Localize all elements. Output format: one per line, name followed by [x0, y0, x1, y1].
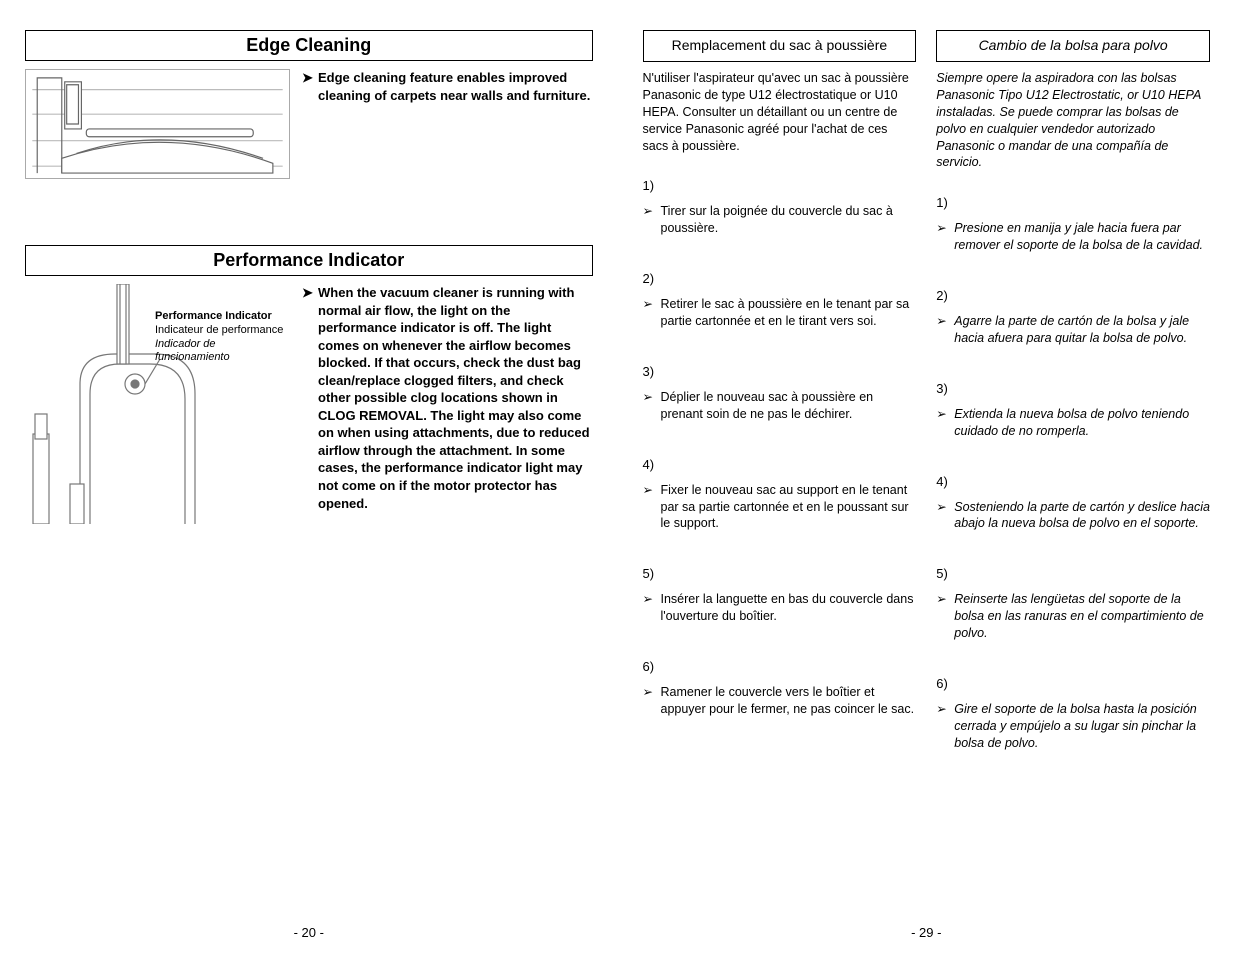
- performance-title-box: Performance Indicator: [25, 245, 593, 276]
- right-columns: Remplacement du sac à poussière N'utilis…: [643, 30, 1211, 934]
- step-arrow-icon: ➢: [643, 296, 655, 330]
- step-item: ➢Gire el soporte de la bolsa hasta la po…: [936, 701, 1210, 752]
- step-item: ➢Insérer la languette en bas du couvercl…: [643, 591, 917, 625]
- step-text: Reinserte las lengüetas del soporte de l…: [954, 591, 1210, 642]
- edge-cleaning-illustration: [25, 69, 290, 179]
- step-text: Insérer la languette en bas du couvercle…: [661, 591, 917, 625]
- edge-cleaning-body: Edge cleaning feature enables improved c…: [318, 69, 593, 104]
- performance-text: ➤ When the vacuum cleaner is running wit…: [302, 284, 593, 524]
- step-text: Presione en manija y jale hacia fuera pa…: [954, 220, 1210, 254]
- right-page: Remplacement du sac à poussière N'utilis…: [618, 0, 1235, 954]
- french-column: Remplacement du sac à poussière N'utilis…: [643, 30, 917, 934]
- step-item: ➢Sosteniendo la parte de cartón y deslic…: [936, 499, 1210, 533]
- step-number: 4): [936, 474, 1210, 489]
- performance-indicator-label: Performance Indicator Indicateur de perf…: [155, 310, 290, 365]
- step-arrow-icon: ➢: [936, 220, 948, 254]
- performance-title: Performance Indicator: [213, 250, 404, 270]
- spanish-column: Cambio de la bolsa para polvo Siempre op…: [936, 30, 1210, 934]
- step-arrow-icon: ➢: [643, 389, 655, 423]
- edge-cleaning-row: ➤ Edge cleaning feature enables improved…: [25, 69, 593, 179]
- step-item: ➢Reinserte las lengüetas del soporte de …: [936, 591, 1210, 642]
- bullet-arrow-icon: ➤: [302, 284, 314, 512]
- step-arrow-icon: ➢: [643, 684, 655, 718]
- page-number-right: - 29 -: [618, 925, 1235, 940]
- step-item: ➢Fixer le nouveau sac au support en le t…: [643, 482, 917, 533]
- pi-label-es: Indicador de funcionamiento: [155, 338, 290, 366]
- step-number: 6): [643, 659, 917, 674]
- step-number: 1): [936, 195, 1210, 210]
- edge-cleaning-title-box: Edge Cleaning: [25, 30, 593, 61]
- step-text: Tirer sur la poignée du couvercle du sac…: [661, 203, 917, 237]
- performance-illustration: Performance Indicator Indicateur de perf…: [25, 284, 290, 524]
- french-steps: 1)➢Tirer sur la poignée du couvercle du …: [643, 178, 917, 751]
- step-item: ➢Presione en manija y jale hacia fuera p…: [936, 220, 1210, 254]
- step-number: 5): [936, 566, 1210, 581]
- performance-row: Performance Indicator Indicateur de perf…: [25, 284, 593, 524]
- step-number: 1): [643, 178, 917, 193]
- step-item: ➢Extienda la nueva bolsa de polvo tenien…: [936, 406, 1210, 440]
- spanish-intro: Siempre opere la aspiradora con las bols…: [936, 70, 1210, 171]
- spanish-title-box: Cambio de la bolsa para polvo: [936, 30, 1210, 62]
- step-number: 4): [643, 457, 917, 472]
- step-arrow-icon: ➢: [936, 406, 948, 440]
- step-item: ➢Ramener le couvercle vers le boîtier et…: [643, 684, 917, 718]
- left-page: Edge Cleaning ➤ Edge cleaning feature en…: [0, 0, 618, 954]
- step-arrow-icon: ➢: [936, 701, 948, 752]
- step-arrow-icon: ➢: [936, 499, 948, 533]
- step-text: Ramener le couvercle vers le boîtier et …: [661, 684, 917, 718]
- step-number: 2): [936, 288, 1210, 303]
- performance-body: When the vacuum cleaner is running with …: [318, 284, 593, 512]
- step-number: 3): [643, 364, 917, 379]
- step-number: 3): [936, 381, 1210, 396]
- step-arrow-icon: ➢: [936, 591, 948, 642]
- pi-label-fr: Indicateur de performance: [155, 324, 290, 338]
- step-number: 6): [936, 676, 1210, 691]
- edge-cleaning-text: ➤ Edge cleaning feature enables improved…: [302, 69, 593, 179]
- step-arrow-icon: ➢: [936, 313, 948, 347]
- step-arrow-icon: ➢: [643, 203, 655, 237]
- bullet-arrow-icon: ➤: [302, 69, 314, 104]
- step-item: ➢Déplier le nouveau sac à poussière en p…: [643, 389, 917, 423]
- french-intro: N'utiliser l'aspirateur qu'avec un sac à…: [643, 70, 917, 154]
- step-arrow-icon: ➢: [643, 482, 655, 533]
- spanish-steps: 1)➢Presione en manija y jale hacia fuera…: [936, 195, 1210, 785]
- vacuum-base-icon: [26, 70, 289, 178]
- step-arrow-icon: ➢: [643, 591, 655, 625]
- step-number: 2): [643, 271, 917, 286]
- french-title-box: Remplacement du sac à poussière: [643, 30, 917, 62]
- step-text: Gire el soporte de la bolsa hasta la pos…: [954, 701, 1210, 752]
- french-title: Remplacement du sac à poussière: [672, 37, 888, 53]
- spanish-title: Cambio de la bolsa para polvo: [979, 37, 1168, 53]
- page-number-left: - 20 -: [0, 925, 618, 940]
- step-text: Déplier le nouveau sac à poussière en pr…: [661, 389, 917, 423]
- step-item: ➢Agarre la parte de cartón de la bolsa y…: [936, 313, 1210, 347]
- step-item: ➢Retirer le sac à poussière en le tenant…: [643, 296, 917, 330]
- step-text: Extienda la nueva bolsa de polvo teniend…: [954, 406, 1210, 440]
- step-text: Retirer le sac à poussière en le tenant …: [661, 296, 917, 330]
- step-text: Fixer le nouveau sac au support en le te…: [661, 482, 917, 533]
- step-number: 5): [643, 566, 917, 581]
- step-item: ➢Tirer sur la poignée du couvercle du sa…: [643, 203, 917, 237]
- step-text: Sosteniendo la parte de cartón y deslice…: [954, 499, 1210, 533]
- step-text: Agarre la parte de cartón de la bolsa y …: [954, 313, 1210, 347]
- edge-cleaning-title: Edge Cleaning: [246, 35, 371, 55]
- pi-label-en: Performance Indicator: [155, 310, 290, 324]
